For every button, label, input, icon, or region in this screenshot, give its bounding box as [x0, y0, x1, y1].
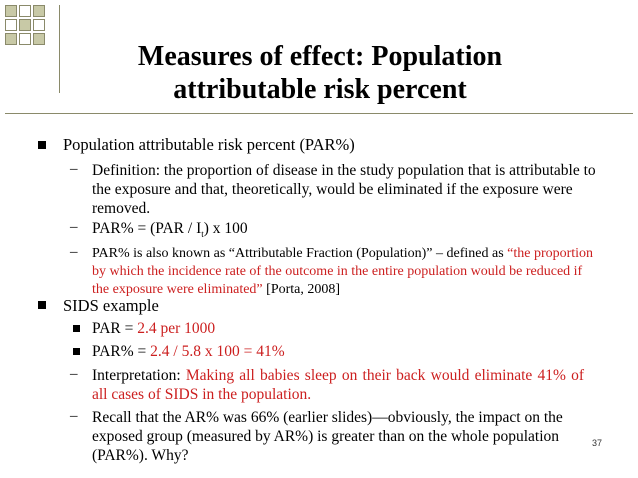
deco-square	[5, 33, 17, 45]
definition-text: Definition: the proportion of disease in…	[92, 162, 596, 217]
recall-text: Recall that the AR% was 66% (earlier sli…	[92, 409, 563, 464]
deco-square	[33, 33, 45, 45]
par-value: 2.4 per 1000	[137, 320, 216, 337]
bullet-icon	[73, 325, 80, 332]
aka-text: PAR% is also known as “Attributable Frac…	[92, 245, 602, 299]
deco-square	[33, 19, 45, 31]
horizontal-rule	[5, 113, 633, 114]
title-line: Measures of effect: Population	[137, 41, 503, 72]
aka-lead: PAR% is also known as “Attributable Frac…	[92, 246, 508, 261]
bullet-icon	[73, 348, 80, 355]
dash-icon: –	[70, 219, 78, 235]
deco-square	[33, 5, 45, 17]
dash-icon: –	[70, 366, 78, 382]
par-label: PAR =	[92, 320, 138, 337]
deco-square	[19, 5, 31, 17]
deco-square	[19, 33, 31, 45]
deco-square	[5, 5, 17, 17]
formula-text: PAR% = (PAR / It) x 100	[92, 219, 602, 244]
page-number: 37	[592, 438, 603, 448]
par-line: PAR = 2.4 per 1000	[92, 319, 602, 338]
deco-square	[5, 19, 17, 31]
parpct-label: PAR% =	[92, 343, 151, 360]
formula-subscript: t	[201, 229, 204, 240]
title-line: attributable risk percent	[173, 74, 467, 105]
interpretation-text: Interpretation: Making all babies sleep …	[92, 366, 584, 404]
bullet-icon	[38, 141, 46, 149]
vertical-rule	[59, 5, 60, 93]
dash-icon: –	[70, 244, 78, 260]
interp-label: Interpretation:	[92, 367, 186, 384]
parpct-value: 2.4 / 5.8 x 100 = 41%	[150, 343, 285, 360]
bullet-sids-heading: SIDS example	[63, 296, 159, 315]
aka-quote: “the proportion by which the incidence r…	[92, 246, 594, 297]
aka-citation: [Porta, 2008]	[262, 282, 341, 297]
deco-square	[19, 19, 31, 31]
bullet-icon	[38, 301, 46, 309]
bullet-par-heading: Population attributable risk percent (PA…	[63, 135, 355, 154]
parpct-line: PAR% = 2.4 / 5.8 x 100 = 41%	[92, 342, 602, 361]
dash-icon: –	[70, 408, 78, 424]
interp-value: Making all babies sleep on their back wo…	[92, 367, 584, 403]
slide-title: Measures of effect: Population attributa…	[70, 40, 570, 106]
formula-suffix: ) x 100	[203, 220, 248, 237]
formula-prefix: PAR% = (PAR / I	[92, 220, 202, 237]
dash-icon: –	[70, 161, 78, 177]
